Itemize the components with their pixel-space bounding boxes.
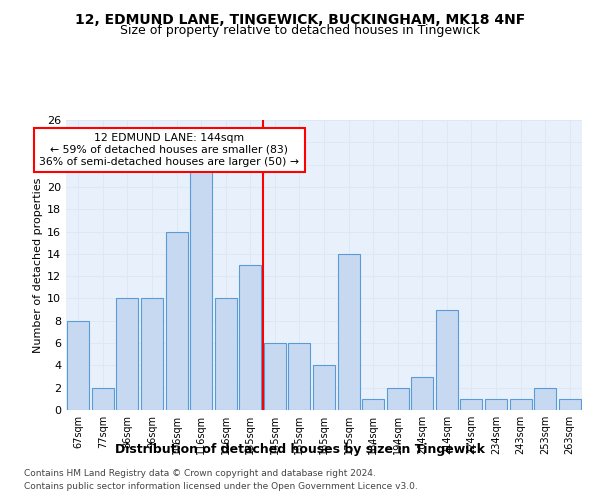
Bar [92,388,114,410]
Bar [386,388,409,410]
Bar [436,310,458,410]
Bar [141,298,163,410]
Text: Distribution of detached houses by size in Tingewick: Distribution of detached houses by size … [115,442,485,456]
Bar [166,232,188,410]
Text: Contains public sector information licensed under the Open Government Licence v3: Contains public sector information licen… [24,482,418,491]
Y-axis label: Number of detached properties: Number of detached properties [33,178,43,352]
Bar [509,399,532,410]
Text: Contains HM Land Registry data © Crown copyright and database right 2024.: Contains HM Land Registry data © Crown c… [24,468,376,477]
Bar [264,343,286,410]
Bar [362,399,384,410]
Bar [338,254,359,410]
Text: 12, EDMUND LANE, TINGEWICK, BUCKINGHAM, MK18 4NF: 12, EDMUND LANE, TINGEWICK, BUCKINGHAM, … [75,12,525,26]
Bar [411,376,433,410]
Bar [534,388,556,410]
Bar [116,298,139,410]
Bar [485,399,507,410]
Bar [289,343,310,410]
Bar [239,265,262,410]
Text: 12 EDMUND LANE: 144sqm
← 59% of detached houses are smaller (83)
36% of semi-det: 12 EDMUND LANE: 144sqm ← 59% of detached… [39,134,299,166]
Bar [559,399,581,410]
Bar [460,399,482,410]
Bar [313,366,335,410]
Bar [190,164,212,410]
Bar [215,298,237,410]
Bar [67,321,89,410]
Text: Size of property relative to detached houses in Tingewick: Size of property relative to detached ho… [120,24,480,37]
